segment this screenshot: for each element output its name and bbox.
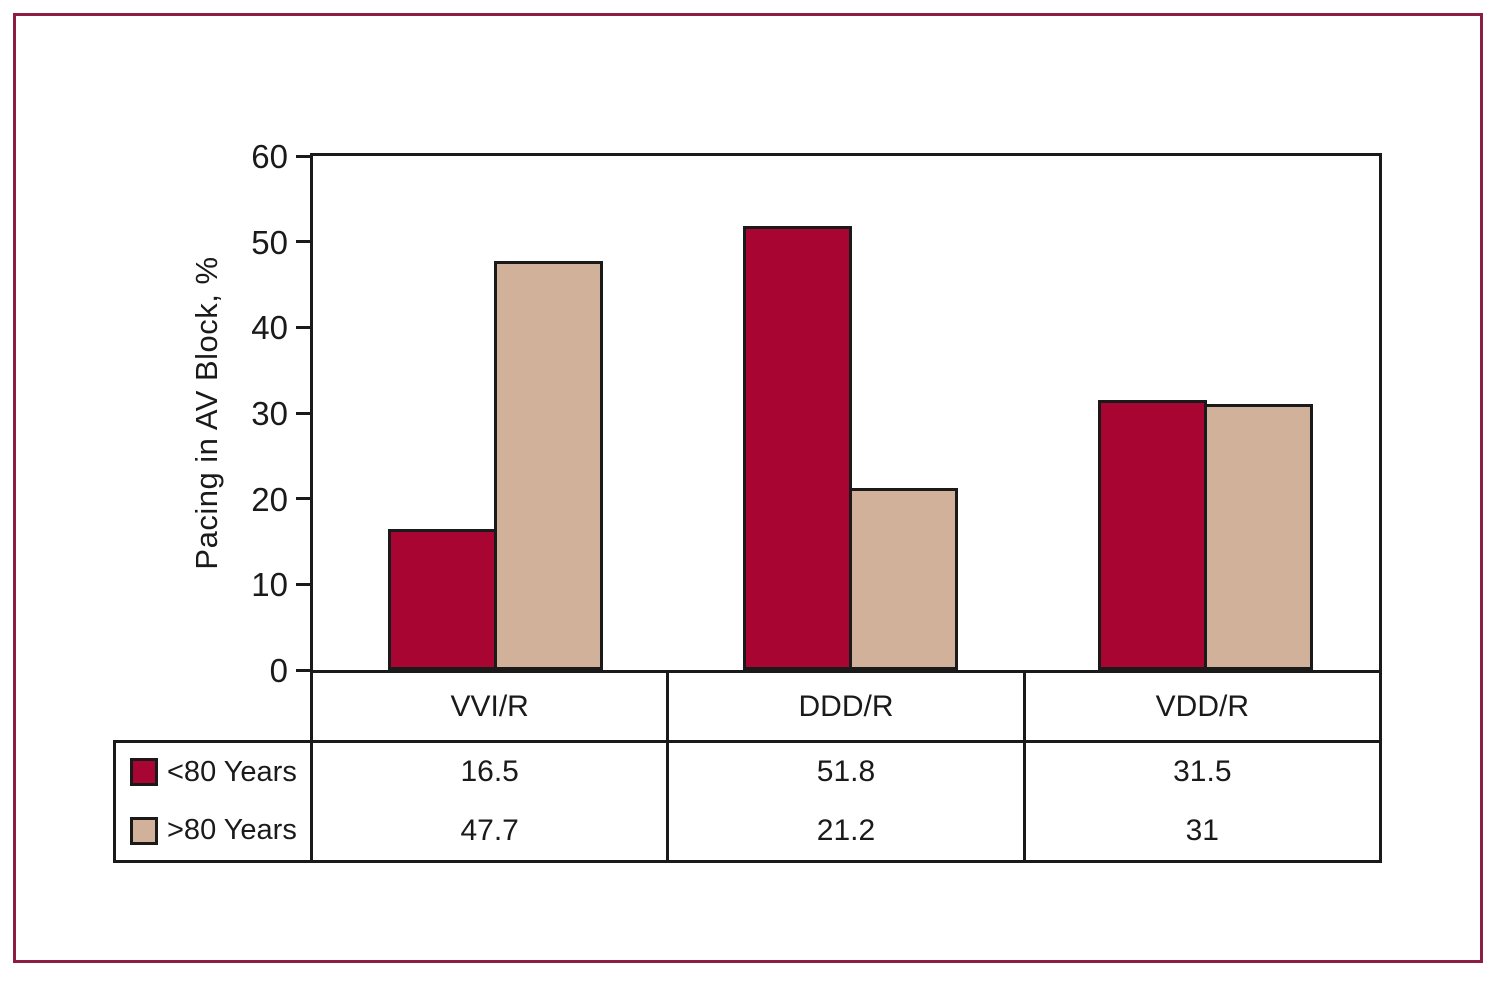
value-column-vvi-r: 16.5 47.7: [310, 743, 666, 860]
y-tick: [296, 497, 310, 501]
value-cell: 16.5: [460, 755, 519, 789]
category-label-vvi-r: VVI/R: [450, 689, 529, 723]
legend-swatch-icon: [130, 758, 158, 787]
legend-label: >80 Years: [167, 814, 297, 847]
y-tick: [296, 154, 310, 158]
bar-ddd-r-series-0: [743, 226, 852, 670]
y-tick: [296, 240, 310, 244]
legend-swatch-icon: [130, 816, 158, 845]
value-cell: 51.8: [816, 755, 876, 789]
y-tick-label: 40: [251, 309, 288, 347]
bar-vdd-r-series-0: [1098, 400, 1208, 670]
y-tick-label: 60: [251, 138, 288, 175]
y-tick: [296, 325, 310, 329]
legend-item-1: >80 Years: [116, 802, 310, 861]
value-cell: 31: [1185, 813, 1219, 847]
y-tick: [296, 582, 310, 586]
figure-border-frame: [13, 13, 1483, 963]
value-column-ddd-r: 51.8 21.2: [666, 743, 1022, 860]
plot-area: [310, 153, 1382, 673]
y-tick-label: 0: [269, 652, 288, 689]
category-label-vdd-r: VDD/R: [1022, 673, 1379, 740]
bar-vdd-r-series-1: [1204, 404, 1314, 670]
value-column-vdd-r: 31.5 31: [1022, 743, 1379, 860]
y-tick-label: 50: [251, 223, 288, 261]
legend-label: <80 Years: [167, 755, 297, 788]
category-header-row: VVI/R DDD/R VDD/R: [310, 673, 1382, 740]
value-cell: 47.7: [460, 813, 519, 847]
category-label-ddd-r: DDD/R: [666, 673, 1022, 740]
y-tick-label: 30: [251, 395, 288, 432]
legend-item-0: <80 Years: [116, 743, 310, 802]
y-tick-label: 20: [251, 480, 288, 518]
value-cell: 21.2: [816, 813, 876, 847]
y-tick: [296, 668, 310, 672]
legend: <80 Years >80 Years: [116, 743, 310, 860]
bar-vvi-r-series-1: [493, 261, 603, 670]
bar-vvi-r-series-0: [387, 529, 497, 670]
bar-ddd-r-series-1: [849, 488, 958, 670]
y-tick-label: 10: [251, 566, 288, 604]
y-tick: [296, 411, 310, 415]
data-table: <80 Years >80 Years 16.5 47.7 51.8 21.2 31.5 3…: [113, 740, 1382, 863]
value-cell: 31.5: [1173, 755, 1232, 789]
